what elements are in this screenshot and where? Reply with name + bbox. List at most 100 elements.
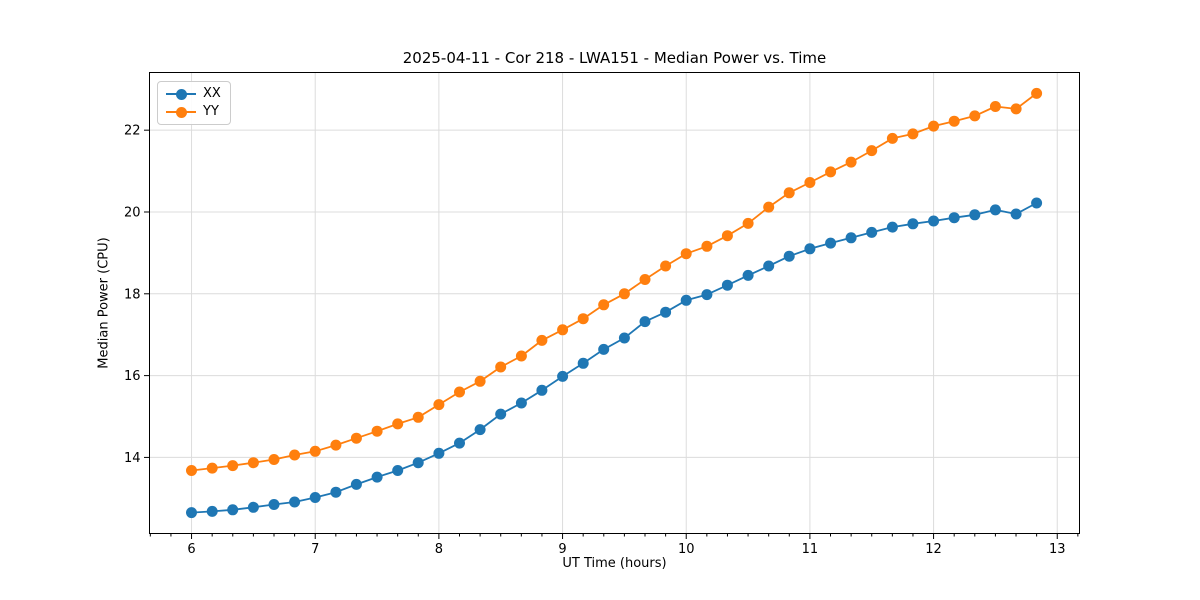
series-line-xx	[190, 202, 1038, 514]
legend-dot-icon	[175, 106, 187, 118]
data-point-xx	[701, 289, 713, 301]
x-tick-label: 7	[311, 542, 319, 557]
data-point-xx	[268, 499, 280, 510]
legend-label-xx: XX	[203, 86, 221, 101]
data-point-yy	[309, 445, 321, 457]
data-point-xx	[742, 269, 754, 281]
data-point-xx	[783, 250, 795, 262]
data-point-yy	[907, 128, 919, 140]
data-point-yy	[989, 101, 1001, 112]
data-point-yy	[948, 115, 960, 127]
data-point-yy	[371, 425, 383, 437]
data-point-xx	[866, 226, 878, 238]
data-point-xx	[186, 507, 197, 519]
data-point-yy	[247, 457, 259, 469]
data-point-xx	[536, 384, 548, 396]
data-point-xx	[721, 279, 733, 291]
data-point-xx	[928, 215, 940, 227]
legend-line-marker-icon	[166, 88, 196, 101]
data-point-xx	[886, 221, 898, 233]
data-point-xx	[515, 397, 527, 409]
data-point-yy	[1010, 103, 1022, 115]
data-point-xx	[618, 332, 630, 344]
data-point-yy	[618, 288, 630, 300]
x-tick-label: 9	[558, 542, 566, 557]
data-point-yy	[536, 334, 548, 346]
x-tick-label: 13	[1049, 542, 1066, 557]
data-point-yy	[433, 399, 445, 411]
x-tick-label: 11	[802, 542, 819, 557]
data-point-xx	[907, 218, 919, 230]
legend-item-xx: XX	[166, 87, 221, 101]
data-point-yy	[660, 260, 672, 272]
data-point-yy	[227, 460, 239, 472]
data-point-yy	[866, 145, 878, 157]
data-point-xx	[247, 501, 259, 513]
data-point-xx	[598, 343, 610, 355]
data-point-yy	[825, 166, 837, 178]
data-point-xx	[1031, 197, 1043, 209]
data-point-yy	[742, 217, 754, 229]
legend-item-yy: YY	[166, 105, 221, 119]
data-point-xx	[474, 424, 486, 436]
data-point-xx	[660, 306, 672, 318]
plot-border	[149, 72, 1080, 534]
data-point-xx	[206, 505, 218, 517]
data-point-xx	[577, 357, 589, 369]
y-tick-label: 16	[124, 369, 141, 384]
data-point-xx	[804, 243, 816, 255]
data-point-xx	[1010, 208, 1022, 220]
y-tick-label: 22	[124, 124, 141, 139]
data-point-yy	[474, 375, 486, 387]
data-point-yy	[639, 274, 651, 285]
data-point-xx	[495, 408, 507, 420]
data-point-yy	[495, 361, 507, 373]
y-tick-label: 20	[124, 205, 141, 220]
legend: XX YY	[157, 81, 231, 125]
data-point-xx	[350, 478, 362, 490]
data-point-yy	[969, 110, 981, 122]
data-point-yy	[928, 120, 940, 132]
data-point-yy	[886, 132, 898, 144]
data-point-yy	[680, 248, 692, 260]
data-point-yy	[721, 230, 733, 242]
data-point-yy	[289, 449, 301, 461]
data-point-yy	[392, 418, 404, 430]
data-point-yy	[783, 187, 795, 199]
data-point-xx	[639, 316, 651, 328]
legend-dot-icon	[175, 88, 187, 100]
data-point-yy	[1031, 87, 1043, 99]
data-point-xx	[845, 232, 857, 244]
data-point-yy	[515, 350, 527, 362]
data-point-yy	[804, 177, 816, 188]
data-point-yy	[845, 156, 857, 168]
legend-line-marker-icon	[166, 106, 196, 119]
data-point-yy	[350, 432, 362, 444]
chart-title: 2025-04-11 - Cor 218 - LWA151 - Median P…	[402, 49, 827, 67]
x-tick-label: 6	[187, 542, 195, 557]
data-point-xx	[330, 486, 342, 498]
data-point-xx	[412, 457, 424, 469]
data-point-xx	[680, 294, 692, 306]
data-point-xx	[433, 447, 445, 459]
y-tick-label: 14	[124, 451, 141, 466]
data-point-yy	[598, 299, 610, 311]
y-tick-label: 18	[124, 287, 141, 302]
data-point-yy	[330, 439, 342, 451]
data-point-xx	[227, 504, 239, 516]
data-point-xx	[392, 465, 404, 476]
data-point-yy	[577, 313, 589, 325]
data-point-xx	[454, 437, 465, 449]
data-point-xx	[989, 204, 1001, 216]
x-axis-label: UT Time (hours)	[562, 556, 667, 571]
y-axis-label: Median Power (CPU)	[96, 237, 112, 369]
data-point-xx	[557, 370, 569, 382]
data-point-yy	[206, 462, 218, 474]
data-point-xx	[969, 209, 981, 221]
data-point-yy	[268, 454, 280, 465]
data-point-yy	[454, 386, 465, 398]
x-tick-label: 12	[925, 542, 942, 557]
data-point-xx	[948, 212, 960, 224]
